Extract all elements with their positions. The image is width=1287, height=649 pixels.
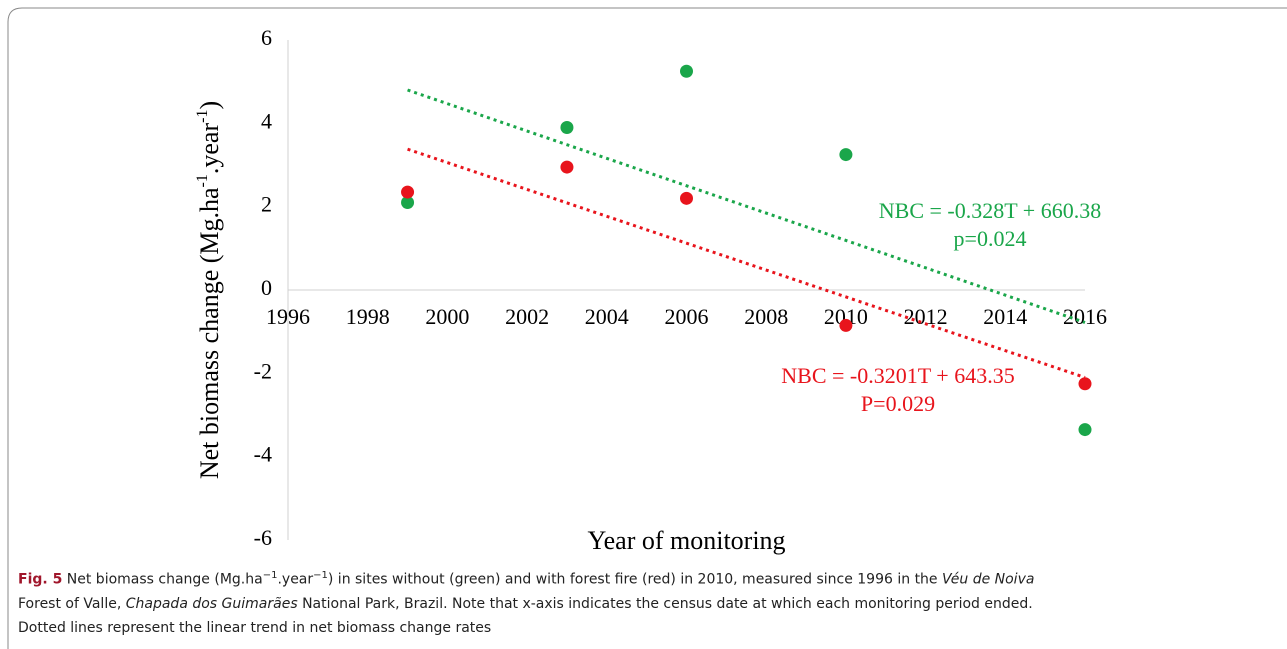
point xyxy=(839,148,853,162)
y-axis-label-part: Net biomass change (Mg.ha xyxy=(195,187,224,479)
point xyxy=(560,160,574,174)
annotation: P=0.029 xyxy=(861,391,935,416)
caption-text: Véu de Noiva xyxy=(942,571,1035,588)
caption-line: Dotted lines represent the linear trend … xyxy=(18,616,1278,640)
y-tick-label: -4 xyxy=(254,442,272,467)
x-tick-label: 2016 xyxy=(1063,304,1107,329)
caption-text: −1 xyxy=(262,570,278,581)
x-axis-label: Year of monitoring xyxy=(587,526,785,555)
trend-line xyxy=(407,88,1086,324)
point xyxy=(401,196,415,209)
annotation: NBC = -0.3201T + 643.35 xyxy=(781,363,1014,388)
x-tick-label: 2006 xyxy=(665,304,709,329)
x-tick-label: 1998 xyxy=(346,304,390,329)
caption-text: Chapada dos Guimarães xyxy=(125,595,298,612)
y-tick-label: 2 xyxy=(261,192,272,217)
frame xyxy=(7,7,1287,649)
caption-text: −1 xyxy=(313,570,328,581)
caption-text: Fig. 5 xyxy=(18,571,63,588)
point xyxy=(680,64,693,78)
caption-line: Forest of Valle, Chapada dos Guimarães N… xyxy=(18,592,1278,616)
y-axis-label-part: -1 xyxy=(194,174,211,187)
y-axis-label-part: .year xyxy=(195,123,224,175)
caption-text: National Park, Brazil. Note that x-axis … xyxy=(297,595,1033,612)
y-tick-label: -6 xyxy=(254,525,272,550)
y-axis-label-part: ) xyxy=(195,101,224,110)
x-tick-label: 1996 xyxy=(266,304,310,329)
trend-line xyxy=(407,147,1086,379)
point xyxy=(1078,377,1092,391)
y-axis-label-part: -1 xyxy=(194,110,211,123)
caption-line: Fig. 5 Net biomass change (Mg.ha−1.year−… xyxy=(18,564,1278,592)
caption-text: Dotted lines represent the linear trend … xyxy=(18,619,492,636)
y-tick-label: 0 xyxy=(261,275,272,300)
point xyxy=(560,121,574,134)
y-axis-label: Net biomass change (Mg.ha-1.year-1) xyxy=(194,101,224,479)
caption-text: Forest of Valle, xyxy=(18,595,126,612)
caption: Fig. 5 Net biomass change (Mg.ha−1.year−… xyxy=(18,564,1278,640)
x-tick-label: 2014 xyxy=(983,304,1027,329)
y-tick-label: -2 xyxy=(254,358,272,383)
x-tick-label: 2002 xyxy=(505,304,549,329)
annotation: NBC = -0.328T + 660.38 xyxy=(879,198,1101,223)
point xyxy=(839,318,853,332)
annotation: p=0.024 xyxy=(954,226,1027,251)
x-tick-label: 2004 xyxy=(585,304,629,329)
y-tick-label: 4 xyxy=(261,108,272,133)
point xyxy=(401,185,415,199)
y-tick-label: 6 xyxy=(261,25,272,50)
x-tick-label: 2000 xyxy=(425,304,469,329)
caption-text: ) in sites without (green) and with fore… xyxy=(327,571,942,588)
x-tick-label: 2008 xyxy=(744,304,788,329)
point xyxy=(1078,423,1092,437)
caption-text: Net biomass change (Mg.ha xyxy=(62,571,263,588)
caption-text: .year xyxy=(277,571,314,588)
point xyxy=(680,191,693,205)
